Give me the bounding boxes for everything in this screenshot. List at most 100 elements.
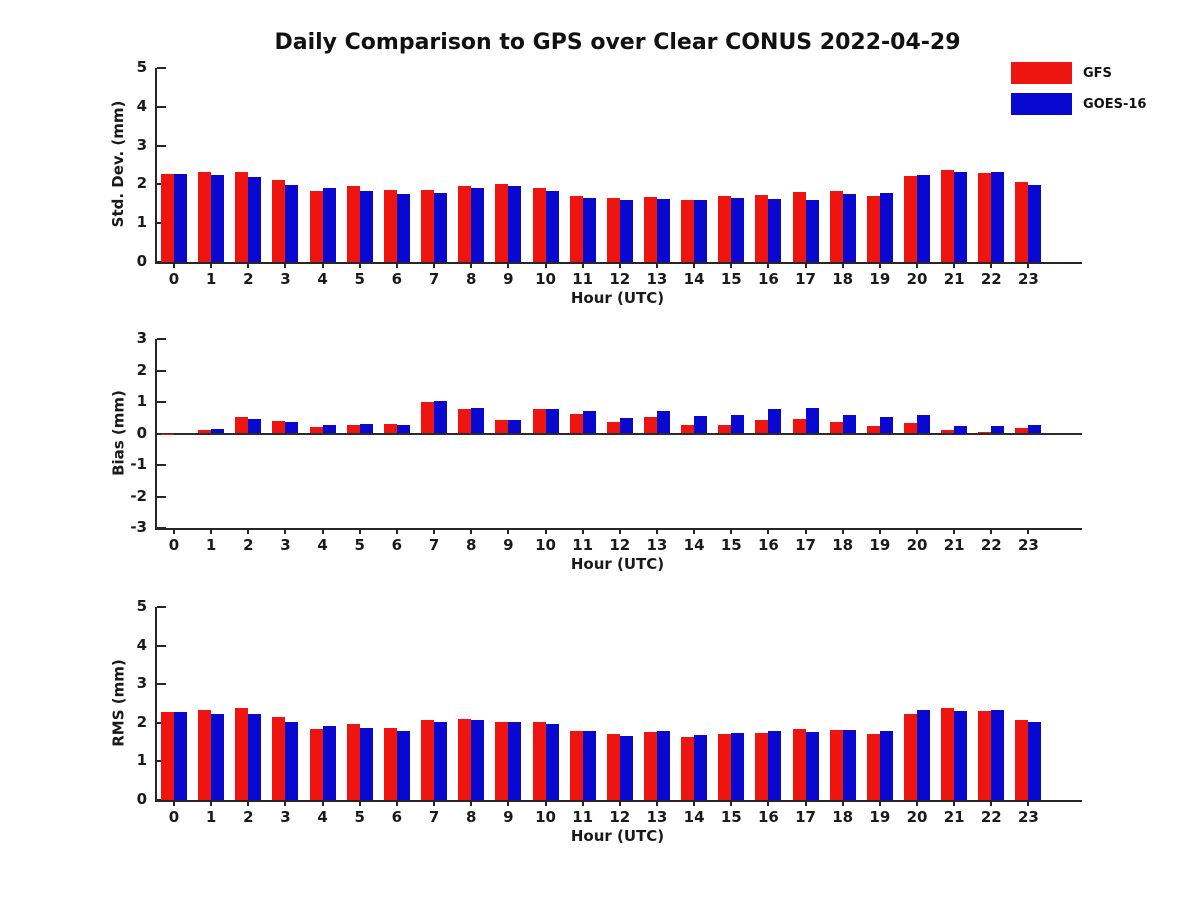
x-tick-mark [321,800,324,806]
x-tick-label: 3 [280,536,291,554]
bar-gfs [532,409,546,434]
bar-goes16 [508,419,522,434]
x-tick-label: 5 [354,270,365,288]
bar-gfs [978,172,992,262]
bar-goes16 [619,199,633,262]
bar-gfs [569,196,583,262]
x-tick-label: 0 [168,808,180,826]
x-tick-mark [953,528,956,534]
x-tick-label: 16 [757,270,779,288]
y-tick-label: 2 [136,360,147,379]
y-tick-mark [157,683,166,686]
x-tick-mark [953,800,956,806]
x-tick-mark [544,800,547,806]
y-tick-mark [157,144,166,147]
x-tick-label: 17 [795,808,816,826]
x-tick-label: 15 [720,536,742,554]
x-tick-label: 8 [465,536,477,554]
x-tick-label: 18 [832,808,854,826]
bar-goes16 [917,175,930,262]
x-tick-mark [395,528,398,534]
x-tick-label: 1 [205,808,217,826]
x-tick-mark [916,528,918,534]
x-tick-label: 16 [757,808,779,826]
bar-gfs [421,719,435,800]
x-tick-label: 11 [572,808,594,826]
x-tick-label: 0 [168,270,180,288]
y-tick-mark [157,527,166,529]
chart-title: Daily Comparison to GPS over Clear CONUS… [274,30,961,55]
x-tick-label: 7 [428,536,440,554]
x-tick-label: 12 [609,808,631,826]
x-tick-label: 6 [391,808,403,826]
bar-goes16 [285,185,299,262]
x-tick-mark [693,262,696,268]
x-tick-mark [433,528,436,534]
bar-goes16 [991,710,1005,800]
bar-gfs [755,732,769,800]
bar-gfs [235,416,249,434]
x-tick-mark [990,262,993,268]
bar-goes16 [1028,185,1042,262]
bar-goes16 [768,730,782,800]
x-tick-label: 10 [535,808,556,826]
y-tick-label: 2 [136,712,147,731]
bar-gfs [309,427,323,434]
x-tick-mark [470,800,473,806]
x-tick-mark [767,800,770,806]
bar-goes16 [508,721,522,800]
x-tick-mark [210,528,213,534]
bar-goes16 [248,177,262,262]
bar-gfs [161,433,174,435]
bar-goes16 [842,729,856,800]
x-tick-mark [247,528,250,534]
y-tick-mark [157,495,166,498]
x-tick-mark [544,528,547,534]
bar-gfs [904,175,917,262]
x-tick-label: 10 [535,536,556,554]
bar-gfs [235,708,249,800]
gfs-color-swatch [1011,62,1072,84]
bar-goes16 [359,423,373,434]
x-tick-mark [878,800,881,806]
bar-gfs [643,196,657,262]
x-tick-label: 20 [906,270,928,288]
bar-gfs [866,733,880,800]
x-tick-mark [321,528,324,534]
bar-goes16 [359,190,373,262]
bar-goes16 [582,411,596,434]
bar-gfs [1015,182,1029,262]
x-tick-label: 23 [1018,270,1039,288]
x-tick-mark [655,800,658,806]
x-tick-label: 2 [243,270,254,288]
y-tick-label: -1 [130,455,147,473]
x-tick-label: 2 [243,808,254,826]
y-tick-mark [157,464,166,466]
bar-goes16 [396,731,410,800]
x-tick-label: 9 [503,536,514,554]
x-tick-label: 3 [280,270,291,288]
y-tick-label: 1 [136,392,147,410]
bar-gfs [1015,720,1029,800]
x-tick-mark [581,262,584,268]
x-tick-mark [507,800,510,806]
x-tick-mark [581,528,584,534]
bar-goes16 [211,429,225,434]
y-tick-label: 4 [136,96,147,115]
bar-goes16 [842,194,856,262]
bar-goes16 [434,192,448,262]
x-tick-mark [804,528,807,534]
x-axis-label-std-dev: Hour (UTC) [570,289,665,307]
x-tick-mark [470,528,473,534]
x-tick-label: 7 [428,808,440,826]
x-tick-mark [284,262,287,268]
bar-gfs [495,721,509,800]
bar-gfs [383,190,397,262]
bar-goes16 [1028,722,1042,800]
bar-gfs [161,173,174,262]
legend-item-goes16: GOES-16 [1011,93,1146,115]
bar-gfs [792,192,806,262]
x-tick-label: 21 [943,808,965,826]
y-tick-mark [157,799,166,801]
bar-gfs [383,423,397,434]
